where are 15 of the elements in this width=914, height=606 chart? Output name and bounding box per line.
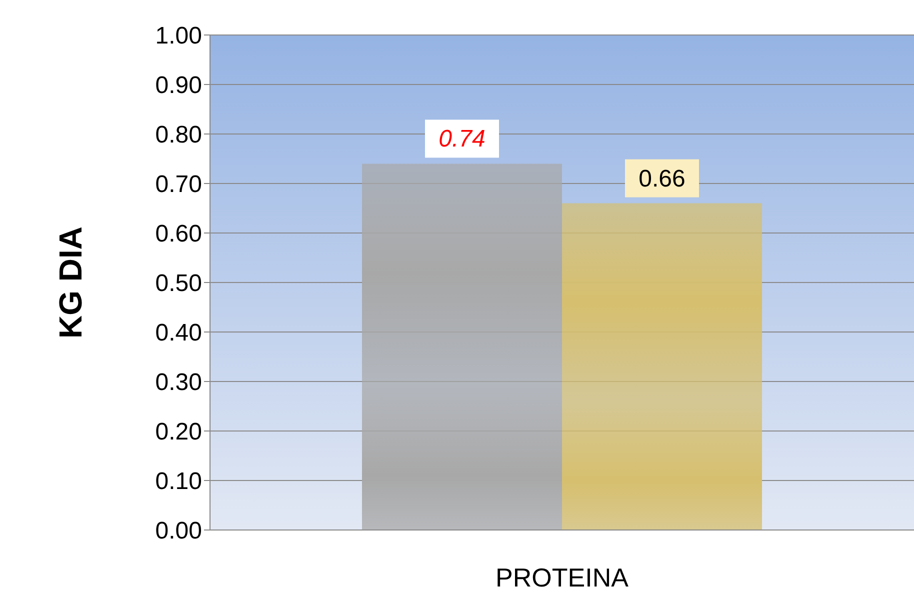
y-tick-label: 0.40: [155, 320, 202, 347]
y-tick-label: 0.00: [155, 518, 202, 545]
y-tick-label: 0.20: [155, 418, 202, 446]
y-tick-label: 0.60: [155, 220, 202, 248]
y-tick-label: 0.70: [155, 171, 202, 198]
x-tick-label: PROTEINA: [496, 562, 630, 592]
y-tick-label: 0.80: [155, 122, 202, 149]
y-tick-label: 0.30: [155, 369, 202, 396]
y-tick-label: 1.00: [155, 22, 202, 50]
data-label: 0.66: [638, 165, 686, 192]
data-label: 0.74: [438, 126, 486, 153]
y-axis-title: KG DIA: [52, 226, 88, 338]
y-tick-label: 0.10: [155, 468, 202, 496]
y-tick-label: 0.50: [155, 270, 202, 298]
y-tick-label: 0.90: [155, 72, 202, 100]
